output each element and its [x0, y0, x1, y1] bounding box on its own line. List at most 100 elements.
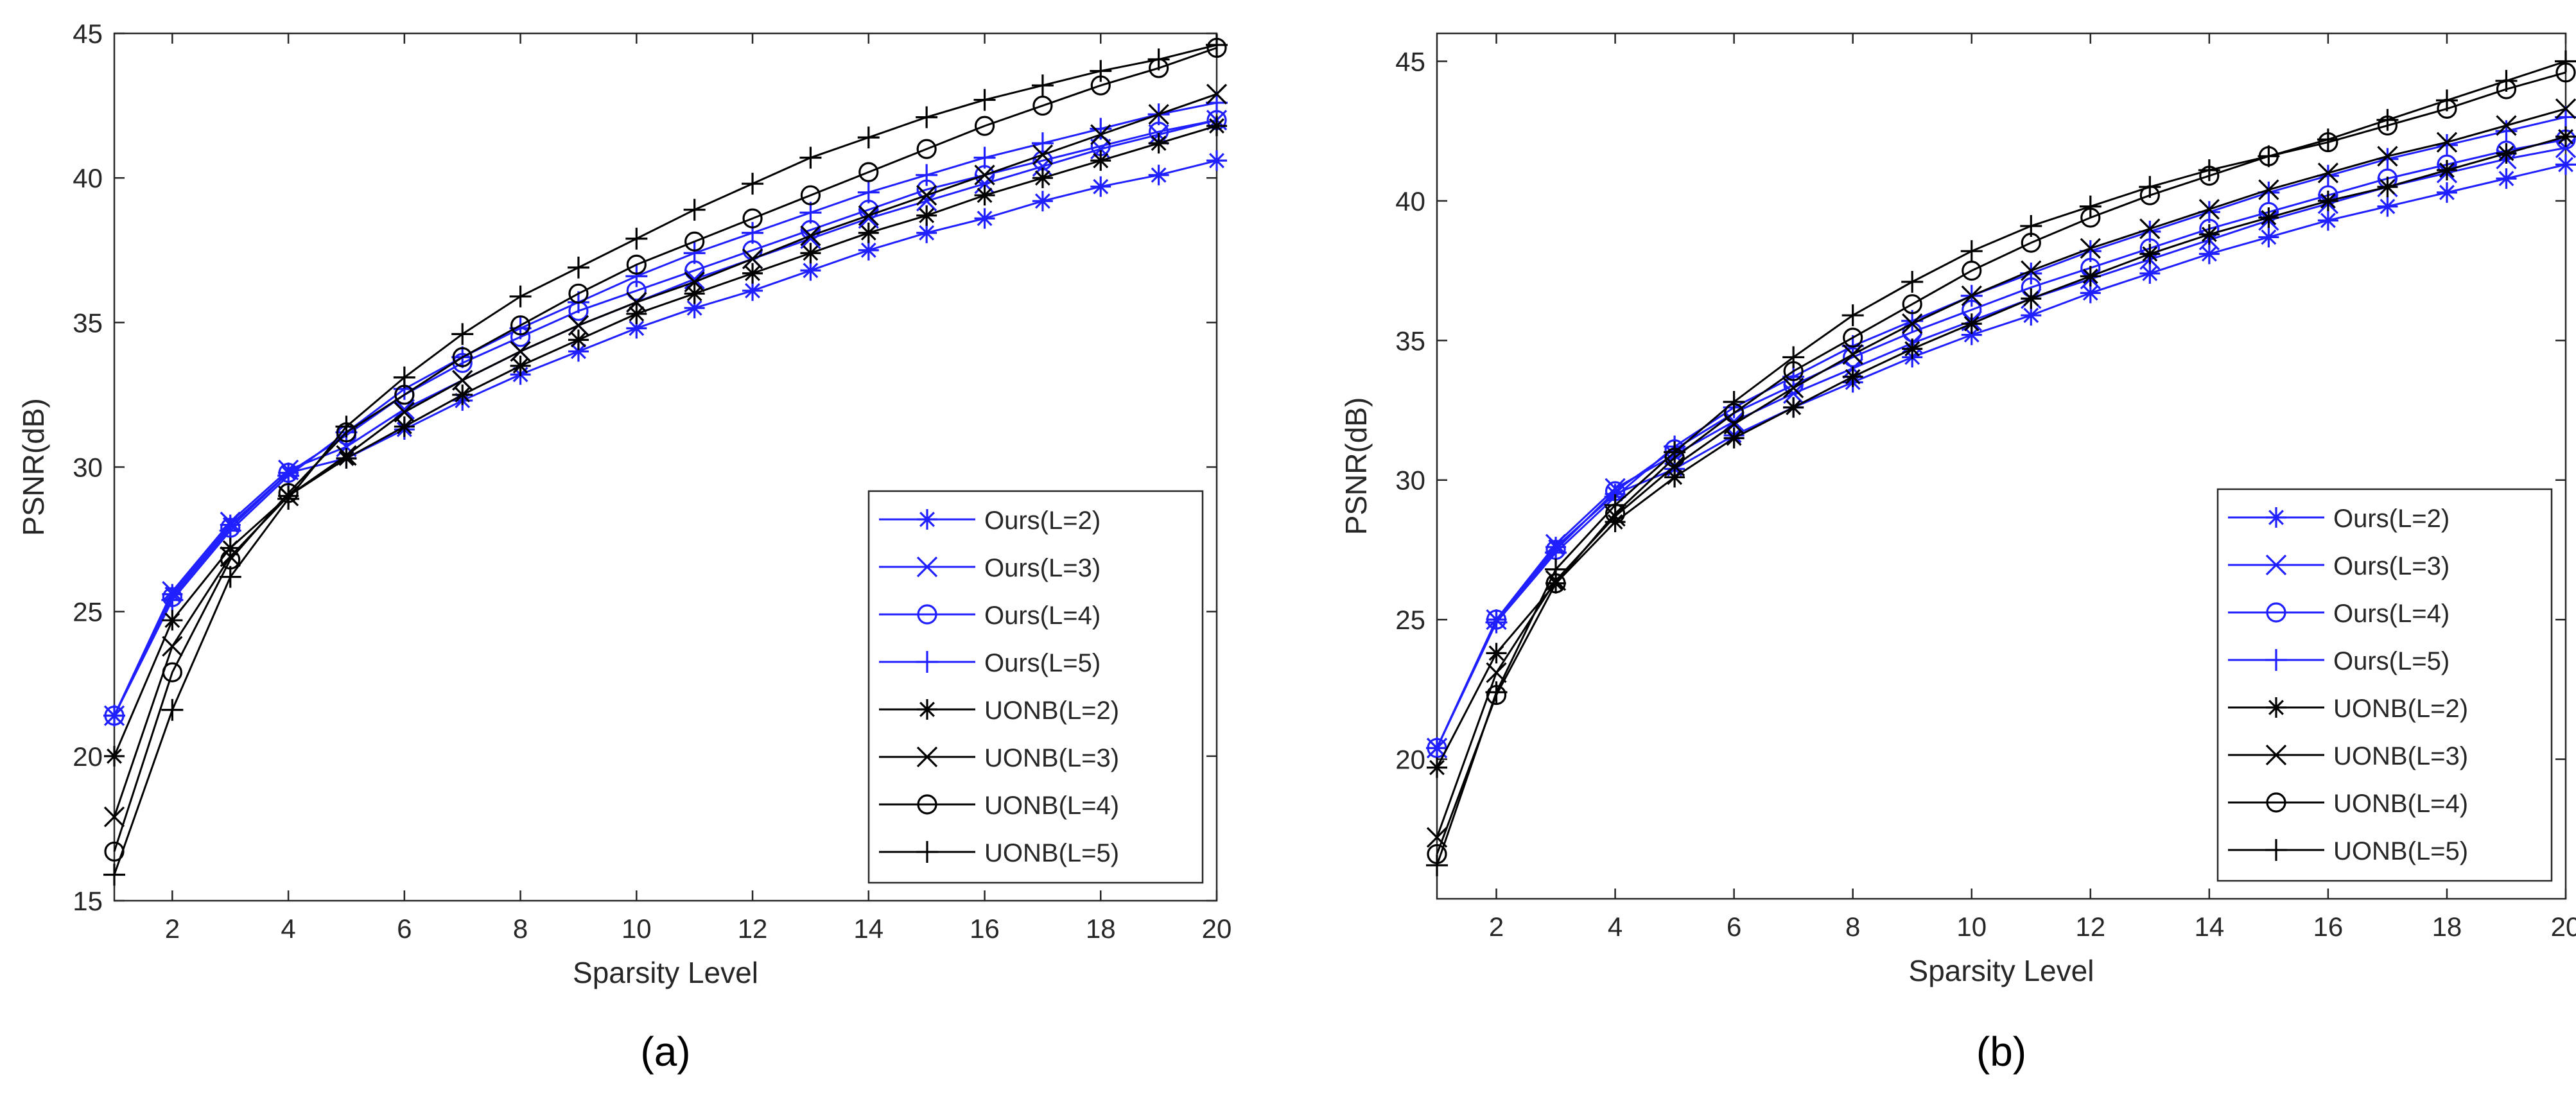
data-point [800, 243, 821, 264]
x-tick-label: 20 [2551, 912, 2576, 942]
data-point [103, 704, 125, 727]
data-point [2495, 120, 2518, 143]
x-tick-label: 16 [2313, 912, 2344, 942]
data-point [916, 164, 938, 186]
data-point [568, 341, 589, 362]
data-point [103, 806, 125, 828]
data-point [742, 221, 764, 244]
data-point [220, 537, 241, 559]
data-point [1545, 570, 1567, 591]
data-point [1031, 132, 1054, 155]
data-point [104, 745, 125, 767]
data-point [1902, 338, 1923, 360]
data-point [161, 589, 184, 611]
data-point [742, 280, 763, 301]
data-point [510, 355, 531, 376]
panel-caption: (a) [640, 1028, 690, 1075]
data-point [2555, 98, 2576, 119]
data-point [568, 329, 589, 351]
legend-marker [2266, 507, 2286, 528]
data-point [2258, 207, 2279, 228]
legend-label: UONB(L=2) [984, 697, 1119, 725]
data-point [2436, 132, 2458, 153]
series-Ours(L=5) [103, 92, 1228, 727]
data-point [2435, 134, 2458, 156]
data-point [1723, 428, 1745, 449]
data-point [2495, 69, 2518, 92]
data-point [1427, 757, 1447, 778]
legend-label: Ours(L=5) [984, 649, 1101, 677]
x-axis-label: Sparsity Level [573, 956, 758, 989]
data-point [1090, 176, 1111, 197]
data-point [2436, 182, 2457, 203]
data-point [800, 225, 821, 247]
data-point [2258, 179, 2279, 200]
data-point [510, 315, 531, 336]
data-point [916, 205, 937, 226]
data-point [2555, 50, 2576, 73]
x-tick-label: 8 [1845, 912, 1860, 942]
data-point [1206, 150, 1227, 171]
data-point [683, 242, 706, 264]
data-point [394, 401, 415, 423]
data-point [1842, 366, 1863, 387]
legend-marker [2265, 744, 2287, 766]
data-point [684, 283, 705, 304]
legend-label: Ours(L=2) [2333, 505, 2450, 533]
data-point [2080, 238, 2101, 259]
data-point [1426, 737, 1448, 759]
data-point [1032, 191, 1053, 212]
legend-marker [916, 651, 938, 673]
data-point [684, 231, 705, 252]
data-point [2258, 227, 2279, 248]
x-tick-label: 2 [1489, 912, 1504, 942]
legend-box [867, 490, 1204, 884]
data-point [2139, 176, 2161, 198]
legend-item: UONB(L=5) [879, 839, 1119, 867]
x-tick-label: 4 [1608, 912, 1623, 942]
x-tick-label: 12 [2075, 912, 2105, 942]
data-point [162, 636, 183, 657]
data-point [336, 445, 357, 466]
data-point [2198, 159, 2220, 182]
series-line [113, 93, 1217, 817]
legend-marker [2266, 602, 2286, 623]
legend-item: Ours(L=4) [879, 602, 1101, 630]
x-tick-label: 10 [622, 914, 652, 944]
legend-label: UONB(L=5) [984, 839, 1119, 867]
series-line [113, 47, 1217, 852]
data-point [1206, 34, 1228, 56]
data-point [2377, 146, 2398, 167]
x-tick-label: 16 [970, 914, 1000, 944]
data-point [2139, 218, 2161, 239]
data-point [162, 662, 182, 682]
data-point [2435, 89, 2458, 112]
data-point [1485, 681, 1508, 704]
x-tick-label: 4 [281, 914, 295, 944]
legend-item: Ours(L=5) [879, 649, 1101, 677]
data-point [1961, 285, 1982, 306]
data-point [452, 384, 473, 405]
data-point [684, 272, 705, 293]
x-tick-label: 2 [165, 914, 180, 944]
legend-item: Ours(L=2) [2228, 505, 2450, 533]
x-tick-label: 14 [2194, 912, 2224, 942]
series-line [113, 44, 1217, 875]
data-point [1783, 397, 1804, 418]
data-point [916, 139, 937, 159]
data-point [2021, 288, 2042, 309]
data-point [1148, 103, 1169, 125]
data-point [800, 260, 821, 281]
data-point [1486, 643, 1507, 664]
data-point [161, 698, 184, 721]
data-point [1147, 48, 1170, 71]
legend-marker [2266, 792, 2286, 813]
data-point [973, 146, 996, 169]
legend-marker [916, 841, 938, 863]
x-tick-label: 18 [1086, 914, 1116, 944]
data-point [974, 164, 995, 186]
data-point [858, 222, 879, 243]
data-point [2555, 126, 2576, 147]
y-tick-label: 30 [73, 453, 103, 483]
data-point [684, 297, 705, 318]
